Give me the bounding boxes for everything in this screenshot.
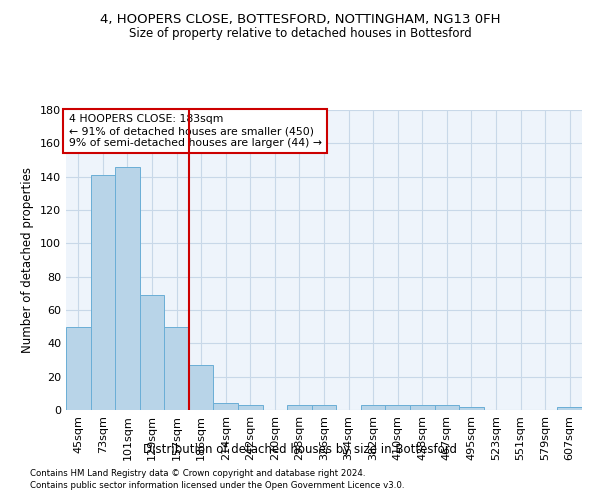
Bar (557, 406, 582, 410)
Bar (238, 405, 263, 410)
Text: Contains public sector information licensed under the Open Government Licence v3: Contains public sector information licen… (30, 481, 404, 490)
Bar (385, 405, 410, 410)
Text: Distribution of detached houses by size in Bottesford: Distribution of detached houses by size … (143, 442, 457, 456)
Bar (214, 404, 238, 410)
Bar (91, 175, 115, 410)
Text: Size of property relative to detached houses in Bottesford: Size of property relative to detached ho… (128, 28, 472, 40)
Bar (361, 405, 385, 410)
Bar (115, 166, 140, 410)
Bar (66, 326, 91, 410)
Bar (410, 405, 434, 410)
Bar (189, 365, 214, 410)
Text: Contains HM Land Registry data © Crown copyright and database right 2024.: Contains HM Land Registry data © Crown c… (30, 468, 365, 477)
Bar (312, 405, 336, 410)
Bar (434, 405, 459, 410)
Text: 4 HOOPERS CLOSE: 183sqm
← 91% of detached houses are smaller (450)
9% of semi-de: 4 HOOPERS CLOSE: 183sqm ← 91% of detache… (68, 114, 322, 148)
Bar (459, 406, 484, 410)
Bar (140, 295, 164, 410)
Bar (164, 326, 189, 410)
Text: 4, HOOPERS CLOSE, BOTTESFORD, NOTTINGHAM, NG13 0FH: 4, HOOPERS CLOSE, BOTTESFORD, NOTTINGHAM… (100, 12, 500, 26)
Bar (287, 405, 312, 410)
Y-axis label: Number of detached properties: Number of detached properties (22, 167, 34, 353)
